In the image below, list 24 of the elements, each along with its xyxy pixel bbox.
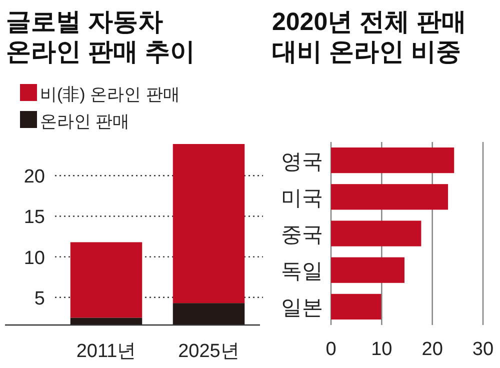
bar xyxy=(331,220,422,246)
y-tick-label: 5 xyxy=(34,288,45,310)
y-tick-label: 15 xyxy=(24,207,45,228)
x-tick-label: 20 xyxy=(422,339,443,360)
y-tick-label: 20 xyxy=(24,166,45,188)
bar xyxy=(331,184,448,210)
y-tick-label: 일본 xyxy=(281,296,323,320)
y-tick-label: 독일 xyxy=(281,260,323,284)
y-tick-label: 10 xyxy=(24,248,45,269)
y-tick-label: 영국 xyxy=(281,150,323,174)
y-tick-label: 중국 xyxy=(281,224,323,246)
x-tick-label: 2025년 xyxy=(178,341,240,362)
chart-title: 2020년 전체 판매 대비 온라인 비중 xyxy=(272,8,467,66)
x-tick-label: 2011년 xyxy=(76,341,136,362)
x-tick-label: 30 xyxy=(472,339,494,360)
bar xyxy=(331,294,382,320)
chart-title: 글로벌 자동차 온라인 판매 추이 xyxy=(6,8,195,66)
x-tick-label: 0 xyxy=(326,339,336,360)
bar xyxy=(331,257,404,283)
bar xyxy=(331,147,454,174)
y-tick-label: 미국 xyxy=(281,186,323,210)
legend-label: 비(非) 온라인 판매 xyxy=(40,85,180,104)
legend-label: 온라인 판매 xyxy=(40,112,130,131)
x-tick-label: 10 xyxy=(371,339,392,360)
